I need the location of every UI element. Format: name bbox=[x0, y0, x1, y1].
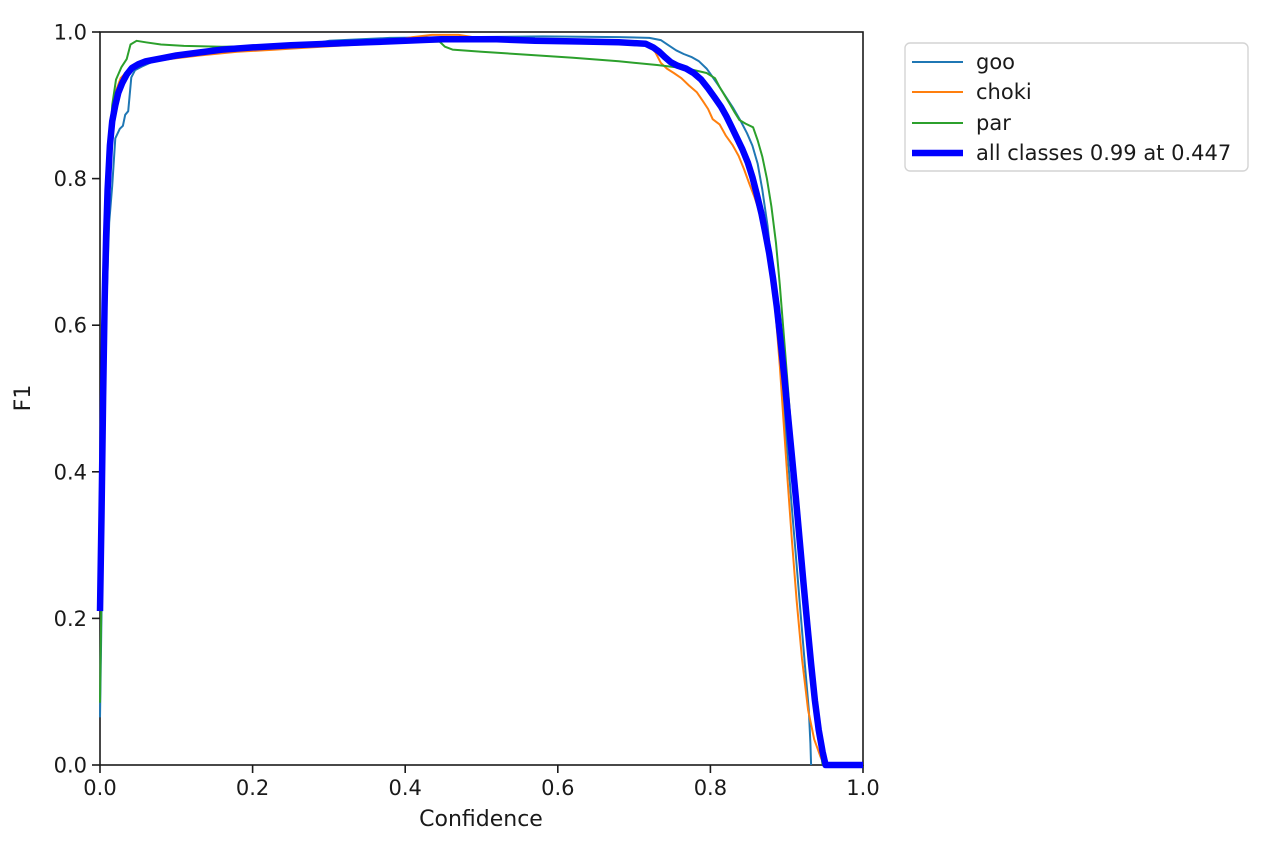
legend-item-all-classes: all classes 0.99 at 0.447 bbox=[912, 141, 1231, 165]
legend-item-choki: choki bbox=[912, 80, 1032, 104]
legend-item-goo: goo bbox=[912, 50, 1015, 74]
series-line-goo bbox=[99, 35, 813, 766]
x-tick-label: 1.0 bbox=[846, 776, 879, 800]
x-tick-label: 0.2 bbox=[236, 776, 269, 800]
series-line-all-classes-0-99-at-0-447 bbox=[96, 36, 863, 769]
legend-label: all classes 0.99 at 0.447 bbox=[976, 141, 1231, 165]
x-tick-label: 0.6 bbox=[541, 776, 574, 800]
series-line-choki bbox=[99, 33, 826, 766]
x-tick-label: 0.8 bbox=[694, 776, 727, 800]
y-tick-label: 0.2 bbox=[54, 607, 87, 631]
y-axis-label: F1 bbox=[11, 385, 36, 412]
legend-label: choki bbox=[976, 80, 1032, 104]
x-tick-label: 0.4 bbox=[388, 776, 421, 800]
y-tick-label: 0.0 bbox=[54, 754, 87, 778]
plot-border bbox=[99, 31, 864, 766]
y-tick-label: 0.8 bbox=[54, 167, 87, 191]
legend-label: par bbox=[976, 111, 1011, 135]
y-tick-label: 0.4 bbox=[54, 460, 87, 484]
x-axis-label: Confidence bbox=[419, 807, 543, 832]
plot-area: 0.0 0.2 0.4 0.6 0.8 1.0 0.0 0.2 0.4 0.6 0.8 1.0 bbox=[54, 21, 880, 801]
series-line-par bbox=[99, 39, 824, 766]
legend-item-par: par bbox=[912, 111, 1011, 135]
y-tick-label: 0.6 bbox=[54, 314, 87, 338]
legend-box bbox=[904, 42, 1249, 172]
x-tick-label: 0.0 bbox=[83, 776, 116, 800]
legend-label: goo bbox=[976, 50, 1015, 74]
y-tick-label: 1.0 bbox=[54, 21, 87, 45]
legend: goo choki par all classes 0.99 at 0.447 bbox=[904, 42, 1249, 172]
